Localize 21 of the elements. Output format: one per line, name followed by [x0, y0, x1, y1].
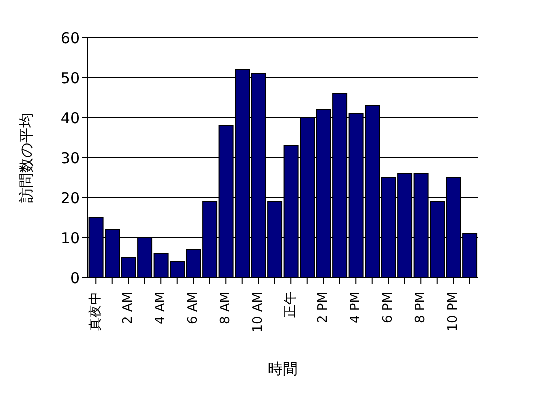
x-axis-title: 時間: [268, 360, 298, 378]
x-tick-label: 正午: [284, 292, 299, 318]
x-tick-label: 2 AM: [121, 292, 136, 325]
x-tick-label: 6 PM: [381, 292, 396, 324]
y-axis-title: 訪問数の平均: [17, 113, 36, 203]
x-tick-label: 8 PM: [414, 292, 429, 324]
x-tick-label: 2 PM: [316, 292, 332, 324]
y-tick-label: 30: [60, 149, 80, 168]
y-tick-label: 40: [60, 109, 80, 128]
x-tick-label: 8 AM: [218, 292, 234, 325]
x-tick-label: 4 AM: [154, 292, 169, 325]
x-tick-label: 6 AM: [186, 292, 202, 325]
x-tick-label: 10 AM: [251, 292, 266, 333]
x-tick-label: 4 PM: [348, 292, 364, 324]
y-tick-label: 60: [60, 29, 80, 48]
y-tick-label: 20: [60, 189, 80, 208]
y-tick-label: 50: [60, 69, 80, 88]
y-tick-label: 0: [70, 269, 80, 288]
x-tick-label: 真夜中: [88, 292, 104, 331]
x-tick-label: 10 PM: [446, 292, 462, 332]
y-tick-label: 10: [60, 229, 80, 248]
